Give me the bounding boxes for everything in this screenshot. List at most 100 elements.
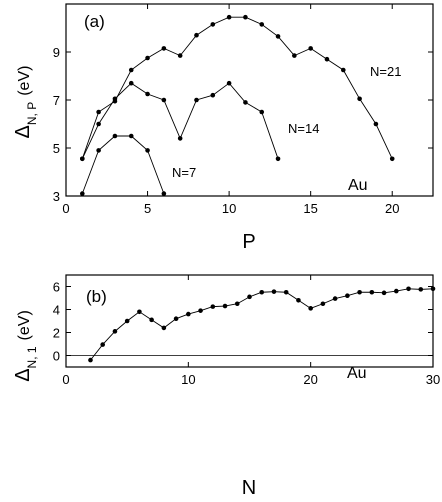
data-point — [345, 293, 350, 299]
series-label: N=21 — [370, 64, 401, 79]
series-line — [81, 135, 165, 194]
x-tick-label: 20 — [303, 372, 317, 387]
annotation-au: Au — [347, 365, 367, 382]
data-point — [198, 308, 203, 313]
data-point — [340, 67, 346, 73]
data-point — [210, 304, 216, 309]
panel-label: (a) — [84, 12, 105, 31]
series-group: N=21 N=14 N=7 — [80, 14, 401, 196]
x-ticks: 0 10 20 30 — [62, 275, 440, 387]
y-label-sub: N, 1 — [25, 346, 39, 368]
data-point — [320, 301, 326, 307]
data-point — [137, 309, 142, 315]
data-point — [296, 298, 301, 303]
x-axis-label: P — [242, 231, 255, 253]
data-point — [275, 156, 281, 162]
data-point — [259, 289, 265, 295]
y-axis-label-text: ΔN, 1 (eV) — [12, 310, 39, 382]
data-point — [292, 53, 297, 58]
y-label-main: Δ — [12, 125, 34, 138]
data-point — [194, 32, 199, 38]
data-point — [161, 191, 167, 196]
data-point — [308, 46, 313, 51]
data-point — [80, 191, 85, 196]
data-point — [128, 133, 134, 139]
data-point — [357, 96, 362, 102]
data-point — [308, 306, 313, 311]
x-tick-label: 30 — [426, 372, 440, 387]
data-point — [161, 97, 167, 103]
y-axis-label: ΔN, P (eV) — [12, 66, 39, 139]
data-point — [275, 34, 281, 39]
panel-b: 0 10 20 30 0 2 4 6 (b) Au N ΔN, 1 (eV) — [12, 274, 440, 499]
data-point — [161, 325, 167, 331]
y-tick-label: 2 — [53, 326, 60, 341]
data-point — [332, 296, 338, 301]
series-label: N=14 — [288, 121, 319, 136]
data-point — [96, 121, 101, 127]
data-point — [226, 14, 232, 20]
y-tick-label: 3 — [53, 189, 60, 204]
x-tick-label: 10 — [222, 201, 236, 216]
y-tick-label: 4 — [53, 303, 60, 318]
plot-frame — [65, 274, 434, 368]
data-point — [128, 67, 134, 73]
data-point — [112, 96, 118, 102]
data-point — [112, 133, 118, 139]
series-line — [90, 288, 434, 361]
data-point — [243, 14, 248, 20]
data-point — [210, 92, 216, 98]
data-point — [222, 303, 228, 309]
data-point — [88, 357, 93, 363]
data-point — [177, 136, 183, 141]
series-line — [81, 16, 393, 159]
data-point — [177, 53, 183, 58]
y-tick-label: 0 — [53, 349, 60, 364]
series-label: N=7 — [172, 165, 196, 180]
x-tick-label: 5 — [144, 201, 151, 216]
y-tick-label: 5 — [53, 141, 60, 156]
panel-a: 0 5 10 15 20 3 5 7 9 N=21 N=14 N=7 (a) Au P ΔN, P… — [12, 3, 434, 253]
y-label-unit: (eV) — [16, 310, 33, 340]
data-point — [210, 22, 216, 27]
y-tick-label: 9 — [53, 45, 60, 60]
data-point — [80, 156, 85, 162]
data-point — [96, 109, 101, 115]
data-point — [145, 55, 150, 61]
data-point — [418, 287, 424, 292]
data-point — [259, 109, 265, 115]
y-label-sub: N, P — [25, 102, 39, 125]
data-point — [124, 318, 130, 324]
data-point — [369, 289, 375, 295]
data-point — [406, 286, 411, 292]
x-tick-label: 10 — [181, 372, 195, 387]
data-point — [161, 46, 167, 51]
series-line — [81, 82, 279, 159]
annotation-au: Au — [348, 177, 368, 194]
data-point — [186, 311, 191, 317]
x-tick-label: 0 — [62, 372, 69, 387]
data-point — [389, 156, 395, 162]
y-axis-label: ΔN, 1 (eV) — [12, 310, 39, 382]
x-tick-label: 20 — [385, 201, 399, 216]
data-point — [234, 301, 240, 307]
data-point — [100, 342, 105, 347]
data-point — [149, 317, 154, 323]
y-ticks: 0 2 4 6 — [53, 280, 433, 364]
data-point — [247, 294, 252, 300]
data-point — [145, 148, 150, 153]
data-point — [194, 97, 199, 103]
data-point — [430, 286, 436, 292]
data-point — [128, 80, 134, 86]
panel-label: (b) — [86, 287, 107, 306]
y-axis-label-text: ΔN, P (eV) — [12, 66, 39, 139]
y-tick-label: 6 — [53, 280, 60, 295]
series-group — [88, 286, 436, 363]
data-point — [381, 290, 387, 296]
data-point — [226, 80, 232, 86]
data-point — [394, 288, 399, 294]
plot-frame — [65, 3, 434, 197]
data-point — [112, 329, 118, 334]
x-axis-label: N — [242, 477, 256, 499]
